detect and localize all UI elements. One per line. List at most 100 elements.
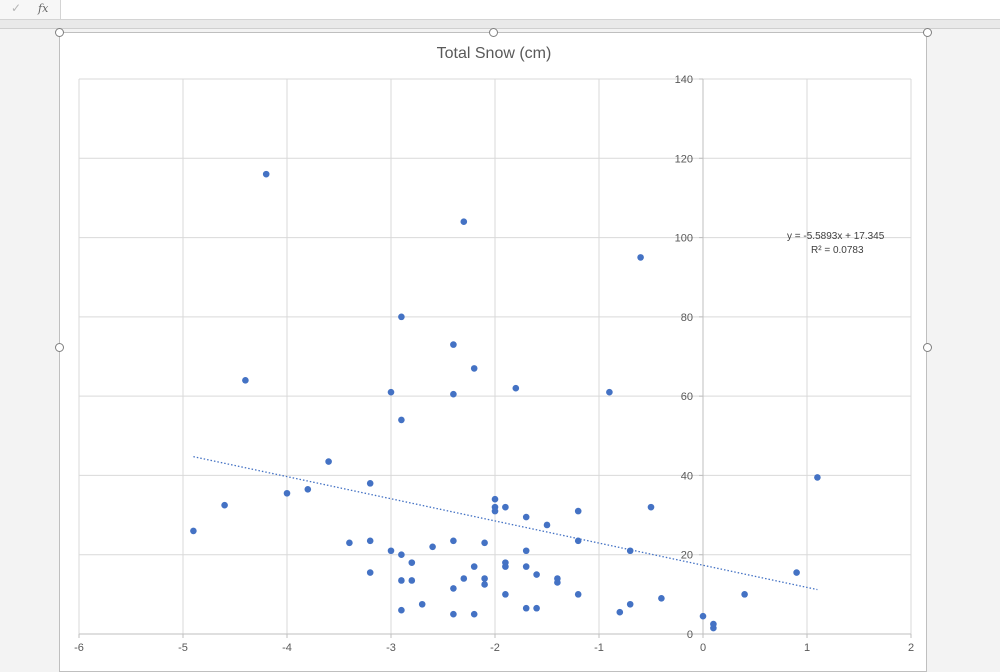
formula-bar: ✓ fx [0, 0, 1000, 20]
data-point[interactable] [481, 575, 488, 582]
x-axis-tick-label: -4 [282, 642, 292, 654]
data-point[interactable] [262, 170, 270, 178]
data-point[interactable] [460, 575, 468, 582]
data-point[interactable] [502, 563, 509, 570]
trendline[interactable] [193, 456, 818, 591]
data-point[interactable] [522, 547, 530, 555]
data-point[interactable] [460, 218, 468, 226]
data-point[interactable] [398, 606, 405, 614]
data-point[interactable] [408, 577, 416, 584]
data-point[interactable] [242, 376, 249, 384]
data-point[interactable] [366, 537, 374, 545]
data-point[interactable] [325, 458, 332, 465]
data-point[interactable] [398, 416, 405, 424]
trendline-equation-label[interactable]: y = -5.5893x + 17.345 [787, 231, 885, 242]
x-axis-tick-labels: -6 -5 -4 -3 -2 -1 0 1 2 [74, 642, 914, 654]
data-point[interactable] [221, 501, 228, 509]
y-axis-tick-label: 140 [675, 74, 693, 86]
x-axis-tick-label: 2 [908, 642, 914, 654]
data-point[interactable] [637, 254, 644, 261]
data-point[interactable] [387, 388, 395, 396]
data-point[interactable] [283, 489, 291, 497]
data-point[interactable] [710, 624, 717, 632]
data-point[interactable] [554, 579, 561, 586]
data-point[interactable] [304, 486, 312, 493]
resize-handle-top-right[interactable] [923, 28, 932, 37]
insert-function-icon[interactable]: fx [38, 2, 49, 15]
data-point[interactable] [470, 365, 478, 372]
data-point[interactable] [574, 591, 582, 598]
formula-input[interactable] [64, 1, 1000, 19]
data-point[interactable] [470, 610, 478, 618]
data-point[interactable] [450, 537, 457, 545]
data-point[interactable] [429, 543, 436, 551]
data-point[interactable] [398, 313, 405, 321]
data-point[interactable] [502, 591, 509, 598]
data-point[interactable] [533, 571, 540, 578]
data-point[interactable] [398, 577, 405, 584]
data-point[interactable] [616, 608, 624, 616]
data-point[interactable] [450, 585, 457, 592]
data-point[interactable] [502, 503, 509, 511]
data-point[interactable] [491, 507, 499, 515]
formula-bar-buttons: ✓ fx [0, 0, 61, 19]
y-axis-tick-label: 80 [681, 312, 693, 324]
data-series[interactable] [190, 170, 821, 632]
data-point[interactable] [647, 503, 655, 511]
resize-handle-top-left[interactable] [55, 28, 64, 37]
data-point[interactable] [408, 559, 416, 566]
gridlines [78, 78, 912, 634]
y-axis-tick-label: 120 [675, 153, 693, 165]
resize-handle-middle-right[interactable] [923, 343, 932, 352]
resize-handle-middle-left[interactable] [55, 343, 64, 352]
y-axis-tick-label: 0 [687, 629, 693, 641]
checkmark-icon[interactable]: ✓ [11, 1, 22, 15]
resize-handle-top-middle[interactable] [489, 28, 498, 37]
data-point[interactable] [491, 495, 499, 503]
data-point[interactable] [450, 390, 457, 398]
chart-area[interactable]: Total Snow (cm) -6 -5 -4 -3 -2 -1 0 1 2 0 20 40 60 8… [59, 32, 927, 672]
x-axis-tick-label: -2 [490, 642, 500, 654]
x-axis-tick-label: -6 [74, 642, 84, 654]
data-point[interactable] [533, 604, 540, 612]
y-axis-tick-labels: 0 20 40 60 80 100 120 140 [675, 74, 693, 641]
data-point[interactable] [450, 610, 457, 618]
data-point[interactable] [574, 507, 582, 515]
data-point[interactable] [366, 569, 374, 576]
plot-area[interactable]: -6 -5 -4 -3 -2 -1 0 1 2 0 20 40 60 80 100 120 140 [60, 33, 928, 664]
data-point[interactable] [522, 604, 530, 612]
data-point[interactable] [626, 600, 634, 608]
x-axis-tick-label: -3 [386, 642, 396, 654]
data-point[interactable] [366, 480, 374, 487]
data-point[interactable] [190, 527, 197, 535]
data-point[interactable] [574, 537, 582, 545]
x-axis-tick-label: 1 [804, 642, 810, 654]
data-point[interactable] [481, 539, 488, 547]
data-point[interactable] [626, 547, 634, 555]
x-axis-tick-label: 0 [700, 642, 706, 654]
data-point[interactable] [793, 569, 800, 576]
data-point[interactable] [346, 539, 353, 547]
data-point[interactable] [522, 513, 530, 521]
data-point[interactable] [450, 341, 457, 348]
y-axis-tick-label: 100 [675, 233, 693, 245]
chart-title[interactable]: Total Snow (cm) [436, 45, 552, 62]
data-point[interactable] [814, 474, 821, 481]
data-point[interactable] [387, 547, 395, 555]
data-point[interactable] [470, 563, 478, 570]
data-point[interactable] [481, 581, 488, 588]
data-point[interactable] [512, 384, 520, 392]
data-point[interactable] [606, 388, 613, 396]
data-point[interactable] [543, 521, 551, 529]
axes [78, 78, 912, 638]
data-point[interactable] [699, 612, 707, 620]
data-point[interactable] [418, 600, 426, 608]
x-axis-tick-label: -5 [178, 642, 188, 654]
data-point[interactable] [522, 563, 530, 570]
trendline-r-squared-label[interactable]: R² = 0.0783 [811, 245, 864, 256]
data-point[interactable] [398, 551, 405, 559]
y-axis-tick-label: 40 [681, 470, 693, 482]
data-point[interactable] [741, 591, 748, 598]
y-axis-tick-label: 20 [681, 550, 693, 562]
data-point[interactable] [658, 595, 665, 602]
